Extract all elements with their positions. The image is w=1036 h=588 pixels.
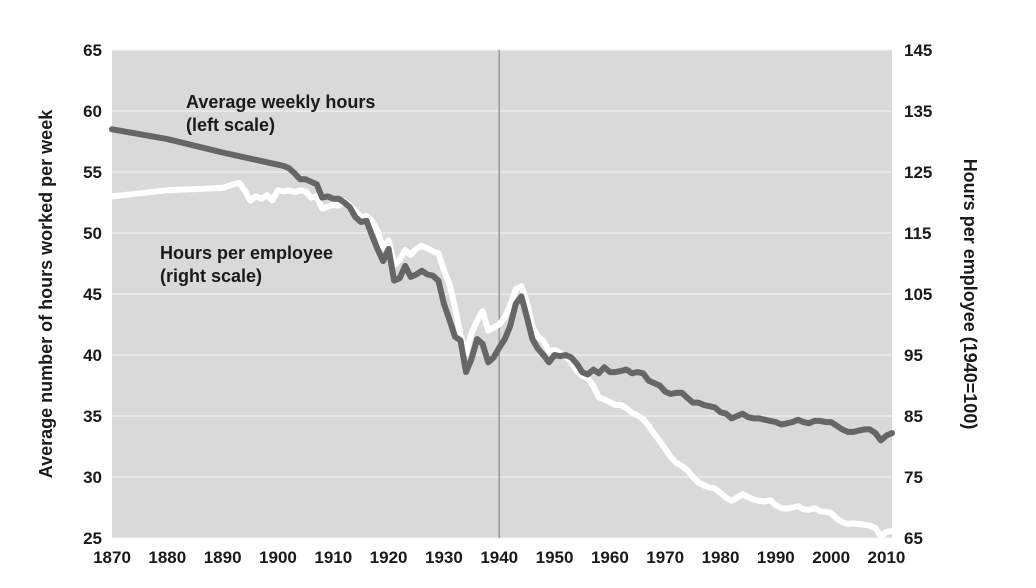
series-line-weekly-hours [109,126,895,444]
gridlines [112,49,892,539]
left-axis-title: Average number of hours worked per week [36,109,56,478]
right-y-tick-labels: 65 75 85 95 105 115 125 135 145 [904,41,932,548]
x-tick-label: 1880 [148,548,186,567]
left-y-tick-label: 55 [83,163,102,182]
left-y-tick-labels: 25 30 35 40 45 50 55 60 65 [83,41,102,548]
x-tick-label: 1910 [314,548,352,567]
x-tick-label: 1960 [591,548,629,567]
right-y-tick-label: 135 [904,102,932,121]
x-tick-label: 1990 [757,548,795,567]
left-y-tick-label: 60 [83,102,102,121]
annotation-weekly-line1: Average weekly hours [186,92,375,112]
right-y-tick-label: 105 [904,285,932,304]
right-y-tick-label: 115 [904,224,931,243]
series-lines [109,126,895,540]
annotation-weekly-line2: (left scale) [186,115,275,135]
x-tick-label: 1870 [93,548,131,567]
x-tick-label: 1970 [646,548,684,567]
x-tick-label: 1950 [536,548,574,567]
right-y-tick-label: 65 [904,529,923,548]
left-y-tick-label: 45 [83,285,102,304]
x-tick-labels: 1870 1880 1890 1900 1910 1920 1930 1940 1950 1960… [93,548,905,567]
right-y-tick-label: 125 [904,163,932,182]
left-y-tick-label: 30 [83,468,102,487]
annotation-employee-line1: Hours per employee [160,243,333,263]
right-y-tick-label: 145 [904,41,932,60]
left-y-tick-label: 40 [83,346,102,365]
x-tick-label: 1930 [425,548,463,567]
left-y-tick-label: 35 [83,407,102,426]
left-y-tick-label: 50 [83,224,102,243]
series-line-hours-per-employee [109,180,895,540]
x-tick-label: 1900 [259,548,297,567]
x-tick-label: 2000 [812,548,850,567]
right-y-tick-label: 85 [904,407,923,426]
x-tick-label: 2010 [868,548,906,567]
x-tick-label: 1920 [370,548,408,567]
right-y-tick-label: 95 [904,346,923,365]
right-axis-title: Hours per employee (1940=100) [960,159,980,430]
x-tick-label: 1890 [204,548,242,567]
x-tick-label: 1940 [480,548,518,567]
annotation-employee-line2: (right scale) [160,266,262,286]
left-y-tick-label: 25 [83,529,102,548]
left-y-tick-label: 65 [83,41,102,60]
right-y-tick-label: 75 [904,468,923,487]
x-tick-label: 1980 [702,548,740,567]
